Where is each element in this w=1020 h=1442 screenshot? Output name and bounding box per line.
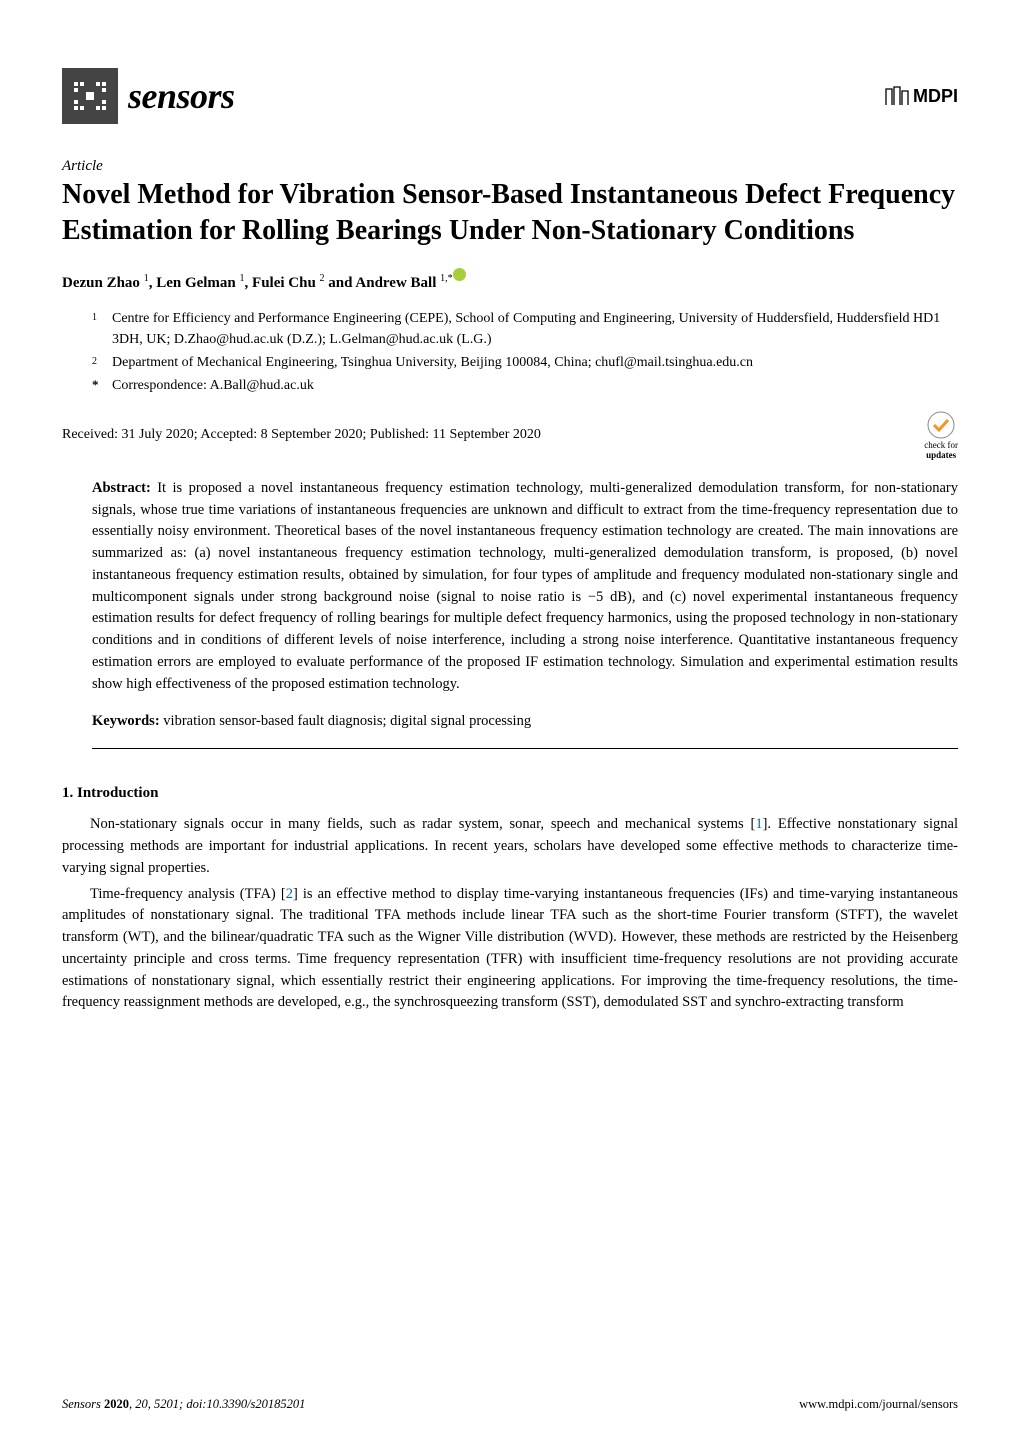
body-paragraph: Non-stationary signals occur in many fie…: [62, 814, 958, 879]
correspondence-text: Correspondence: A.Ball@hud.ac.uk: [112, 375, 958, 396]
affiliation-number: 1: [92, 308, 112, 350]
keywords-label: Keywords:: [92, 713, 160, 729]
affiliation-row: * Correspondence: A.Ball@hud.ac.uk: [92, 375, 958, 396]
body-paragraph: Time-frequency analysis (TFA) [2] is an …: [62, 884, 958, 1015]
affiliation-text: Centre for Efficiency and Performance En…: [112, 308, 958, 350]
check-updates-icon: [926, 410, 956, 440]
keywords-block: Keywords: vibration sensor-based fault d…: [62, 713, 958, 730]
journal-name: sensors: [128, 75, 235, 117]
affiliation-number: 2: [92, 352, 112, 373]
publisher-logo: MDPI: [883, 83, 958, 109]
publication-dates: Received: 31 July 2020; Accepted: 8 Sept…: [62, 427, 541, 443]
header-row: sensors MDPI: [62, 68, 958, 124]
journal-url-link[interactable]: www.mdpi.com/journal/sensors: [799, 1397, 958, 1411]
reference-link[interactable]: 1: [755, 816, 762, 832]
check-updates-line2: updates: [926, 450, 956, 460]
article-title: Novel Method for Vibration Sensor-Based …: [62, 177, 958, 250]
affiliations-block: 1 Centre for Efficiency and Performance …: [62, 308, 958, 396]
check-updates-badge[interactable]: check for updates: [924, 410, 958, 460]
footer-right[interactable]: www.mdpi.com/journal/sensors: [799, 1397, 958, 1412]
affiliation-text: Department of Mechanical Engineering, Ts…: [112, 352, 958, 373]
journal-logo-block: sensors: [62, 68, 235, 124]
abstract-block: Abstract: It is proposed a novel instant…: [62, 478, 958, 696]
section-heading: 1. Introduction: [62, 785, 958, 802]
dates-row: Received: 31 July 2020; Accepted: 8 Sept…: [62, 410, 958, 460]
page-footer: Sensors 2020, 20, 5201; doi:10.3390/s201…: [62, 1397, 958, 1412]
reference-link[interactable]: 2: [286, 886, 293, 902]
affiliation-row: 2 Department of Mechanical Engineering, …: [92, 352, 958, 373]
author: Fulei Chu 2: [252, 275, 325, 291]
correspondence-marker: *: [92, 375, 112, 396]
authors-line: Dezun Zhao 1, Len Gelman 1, Fulei Chu 2 …: [62, 268, 958, 292]
orcid-icon[interactable]: [453, 268, 466, 281]
abstract-label: Abstract:: [92, 480, 151, 496]
mdpi-icon: [883, 83, 909, 109]
divider: [92, 748, 958, 749]
author: Len Gelman 1: [156, 275, 244, 291]
check-updates-line1: check for: [924, 440, 958, 450]
footer-left: Sensors 2020, 20, 5201; doi:10.3390/s201…: [62, 1397, 305, 1412]
abstract-text: It is proposed a novel instantaneous fre…: [92, 480, 958, 692]
keywords-text: vibration sensor-based fault diagnosis; …: [160, 713, 531, 729]
affiliation-row: 1 Centre for Efficiency and Performance …: [92, 308, 958, 350]
author: Dezun Zhao 1: [62, 275, 149, 291]
article-type-label: Article: [62, 158, 958, 175]
publisher-name: MDPI: [913, 86, 958, 107]
author: Andrew Ball 1,*: [355, 275, 465, 291]
sensors-icon: [62, 68, 118, 124]
